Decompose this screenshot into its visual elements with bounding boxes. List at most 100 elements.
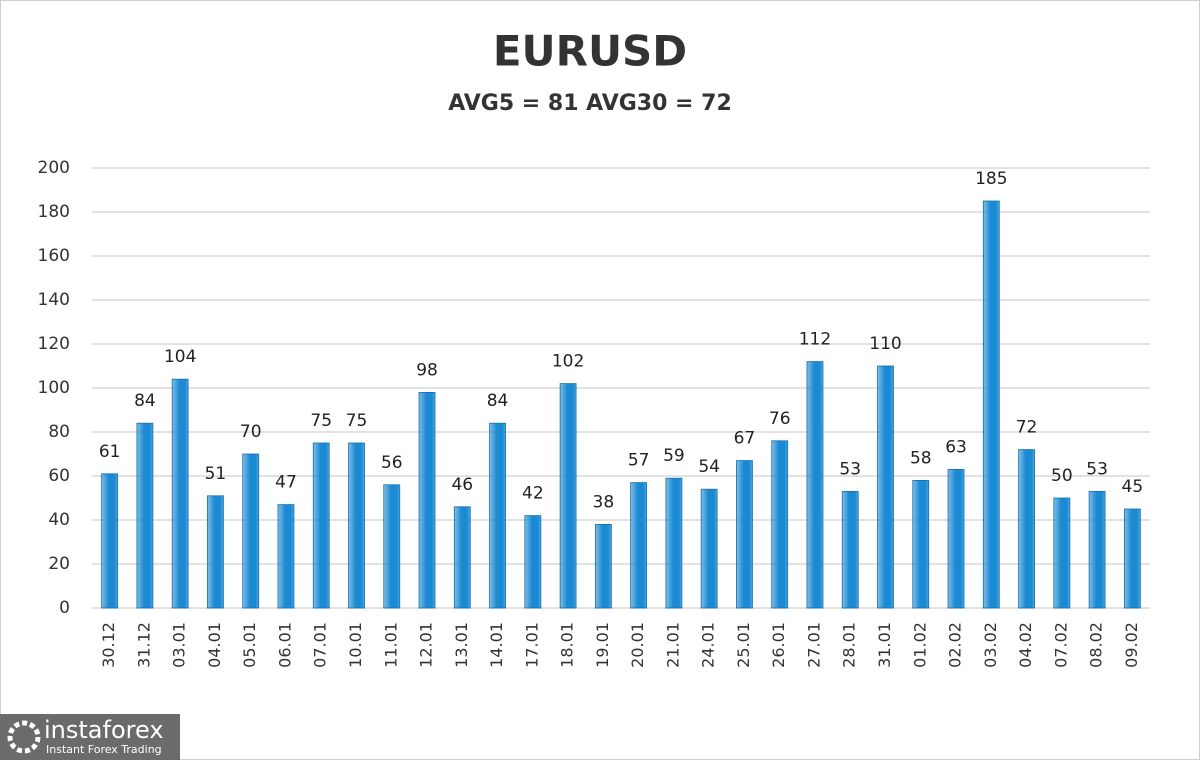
value-label: 53 [839, 459, 861, 479]
x-tick-label: 27.01 [804, 622, 823, 668]
x-tick-label: 20.01 [628, 622, 647, 668]
value-label: 54 [698, 457, 720, 477]
x-tick-label: 08.02 [1087, 622, 1106, 668]
value-label: 84 [487, 391, 509, 411]
bar [383, 484, 401, 609]
bar [207, 495, 224, 609]
value-label: 58 [910, 448, 932, 468]
chart-subtitle: AVG5 = 81 AVG30 = 72 [448, 91, 732, 116]
x-tick-label: 02.02 [946, 622, 965, 668]
value-label: 102 [552, 352, 584, 372]
bar [101, 473, 119, 609]
bar [559, 383, 577, 609]
bar [453, 506, 471, 609]
bar [1088, 490, 1106, 609]
x-tick-label: 21.01 [663, 622, 682, 668]
x-tick-label: 30.12 [99, 622, 118, 668]
value-label: 38 [593, 492, 615, 512]
bar [1018, 449, 1035, 609]
x-tick-label: 12.01 [417, 622, 436, 668]
bar [277, 504, 295, 609]
x-tick-label: 03.02 [981, 622, 1000, 668]
x-tick-label: 14.01 [487, 622, 506, 668]
value-label: 50 [1051, 466, 1073, 486]
bar [877, 365, 894, 609]
value-label: 70 [240, 422, 262, 442]
x-tick-label: 31.12 [134, 622, 153, 668]
bar [630, 482, 648, 609]
bar [982, 200, 1000, 609]
value-label: 67 [734, 429, 756, 449]
chart-title: EURUSD [493, 27, 687, 76]
x-tick-label: 04.01 [205, 622, 224, 668]
bar [771, 440, 789, 609]
x-tick-label: 31.01 [875, 622, 894, 668]
x-tick-label: 03.01 [170, 622, 189, 668]
value-label: 75 [310, 411, 332, 431]
value-label: 72 [1016, 418, 1038, 438]
value-label: 42 [522, 484, 544, 504]
value-label: 47 [275, 473, 297, 493]
x-tick-label: 24.01 [699, 622, 718, 668]
x-tick-label: 09.02 [1122, 622, 1141, 668]
bar [1123, 508, 1141, 609]
watermark-logo [7, 720, 41, 754]
x-tick-label: 13.01 [452, 622, 471, 668]
y-tick-label: 40 [48, 510, 70, 530]
value-label: 112 [799, 330, 831, 350]
value-label: 59 [663, 446, 685, 466]
watermark-brand: instaforex [44, 716, 164, 744]
bar [594, 524, 612, 609]
watermark: instaforex Instant Forex Trading [0, 714, 180, 760]
bar [665, 477, 683, 609]
x-tick-label: 04.02 [1016, 622, 1035, 668]
bar [418, 391, 436, 609]
bar [1053, 497, 1071, 609]
y-tick-label: 100 [38, 378, 70, 398]
y-tick-label: 0 [59, 598, 70, 618]
bar [736, 460, 753, 609]
value-label: 51 [205, 464, 227, 484]
value-label: 98 [416, 360, 438, 380]
x-tick-label: 28.01 [840, 622, 859, 668]
bar [171, 378, 189, 609]
x-tick-label: 17.01 [522, 622, 541, 668]
bar [947, 468, 965, 609]
bar [489, 422, 506, 609]
value-label: 84 [134, 391, 156, 411]
value-label: 63 [945, 437, 967, 457]
value-label: 110 [869, 334, 901, 354]
y-tick-label: 80 [48, 422, 70, 442]
value-label: 57 [628, 451, 650, 471]
value-label: 61 [99, 442, 121, 462]
x-tick-label: 18.01 [558, 622, 577, 668]
x-tick-label: 19.01 [593, 622, 612, 668]
y-tick-label: 180 [38, 202, 70, 222]
value-label: 104 [164, 347, 196, 367]
bar [700, 488, 718, 609]
y-tick-label: 120 [38, 334, 70, 354]
x-tick-label: 11.01 [381, 622, 400, 668]
watermark-tagline: Instant Forex Trading [46, 743, 162, 756]
bar [841, 490, 859, 609]
x-tick-label: 07.01 [311, 622, 330, 668]
y-tick-label: 60 [48, 466, 70, 486]
y-tick-label: 200 [38, 158, 70, 178]
value-label: 56 [381, 453, 403, 473]
y-tick-label: 20 [48, 554, 70, 574]
x-tick-label: 01.02 [910, 622, 929, 668]
bar [136, 422, 154, 609]
x-tick-label: 06.01 [275, 622, 294, 668]
bar [348, 442, 365, 609]
x-tick-label: 10.01 [346, 622, 365, 668]
x-tick-label: 26.01 [769, 622, 788, 668]
x-tick-label: 25.01 [734, 622, 753, 668]
bar [806, 361, 824, 609]
y-tick-label: 160 [38, 246, 70, 266]
value-label: 45 [1122, 477, 1144, 497]
value-label: 53 [1086, 459, 1108, 479]
x-tick-label: 05.01 [240, 622, 259, 668]
bar [524, 515, 542, 609]
value-label: 76 [769, 409, 791, 429]
